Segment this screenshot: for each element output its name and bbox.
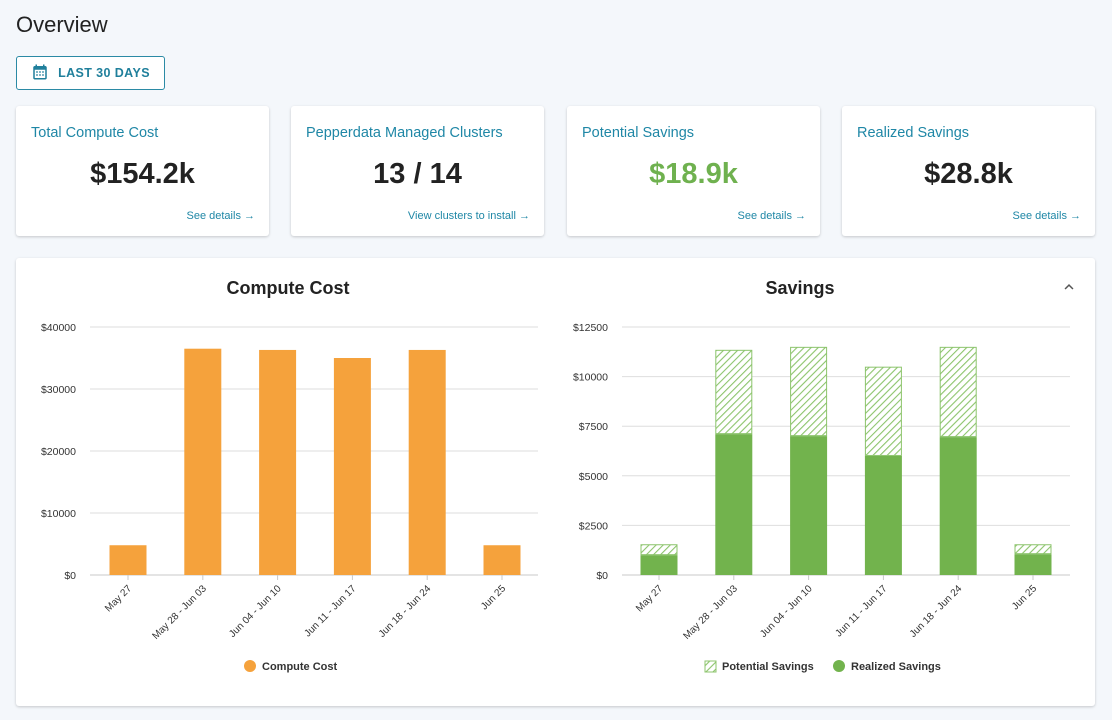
bar-compute-cost xyxy=(184,348,222,575)
x-tick-label: Jun 04 - Jun 10 xyxy=(227,583,284,640)
bar-potential-savings xyxy=(864,366,902,456)
x-tick-label: Jun 11 - Jun 17 xyxy=(303,583,359,639)
x-tick-label: May 27 xyxy=(634,583,665,614)
bar-compute-cost xyxy=(109,545,147,575)
y-tick-label: $20000 xyxy=(41,446,76,458)
card-realized-savings: Realized Savings $28.8k See details → xyxy=(842,106,1095,236)
card-potential-savings: Potential Savings $18.9k See details → xyxy=(567,106,820,236)
x-tick-label: Jun 25 xyxy=(479,583,508,612)
bar-potential-savings xyxy=(1014,544,1052,555)
bar-potential-savings xyxy=(939,346,977,438)
legend-marker-compute-cost xyxy=(244,660,256,672)
bar-compute-cost xyxy=(408,349,446,575)
bar-potential-savings xyxy=(715,349,753,435)
bar-compute-cost xyxy=(333,358,371,575)
y-tick-label: $40000 xyxy=(41,322,76,334)
legend-label: Realized Savings xyxy=(851,661,941,673)
chart-title: Compute Cost xyxy=(227,278,350,298)
y-tick-label: $0 xyxy=(596,570,608,582)
card-title: Total Compute Cost xyxy=(31,125,159,141)
card-title: Pepperdata Managed Clusters xyxy=(306,125,503,141)
x-tick-label: Jun 18 - Jun 24 xyxy=(908,583,965,640)
x-tick-label: May 27 xyxy=(103,583,134,614)
bar-realized-savings xyxy=(864,455,902,575)
see-details-link[interactable]: See details → xyxy=(737,210,806,222)
x-tick-label: May 28 - Jun 03 xyxy=(681,583,740,642)
bar-realized-savings xyxy=(640,555,678,575)
charts-panel: Compute Cost $0 $10000 $20000 $30000 $40000 Ma… xyxy=(16,258,1095,706)
card-value: $18.9k xyxy=(649,158,738,190)
legend-label: Compute Cost xyxy=(262,661,338,673)
legend-marker-potential-savings xyxy=(704,660,717,673)
view-clusters-link[interactable]: View clusters to install → xyxy=(407,210,530,222)
card-managed-clusters: Pepperdata Managed Clusters 13 / 14 View… xyxy=(291,106,544,236)
card-value: 13 / 14 xyxy=(373,158,462,190)
x-tick-label: Jun 04 - Jun 10 xyxy=(758,583,815,640)
y-tick-label: $12500 xyxy=(573,322,608,334)
legend-marker-realized-savings xyxy=(833,660,845,672)
chevron-up-icon[interactable] xyxy=(1060,278,1078,296)
bar-realized-savings xyxy=(790,436,828,575)
y-tick-label: $5000 xyxy=(579,471,608,483)
date-range-label: LAST 30 DAYS xyxy=(58,66,150,80)
chart-title: Savings xyxy=(765,278,834,298)
card-value: $154.2k xyxy=(90,158,195,190)
y-tick-label: $7500 xyxy=(579,421,608,433)
see-details-link[interactable]: See details → xyxy=(186,210,255,222)
bar-realized-savings xyxy=(939,437,977,575)
see-details-link[interactable]: See details → xyxy=(1012,210,1081,222)
x-tick-label: May 28 - Jun 03 xyxy=(150,583,209,642)
bar-realized-savings xyxy=(1014,554,1052,575)
y-tick-label: $30000 xyxy=(41,384,76,396)
card-title: Potential Savings xyxy=(582,125,695,141)
card-total-compute-cost: Total Compute Cost $154.2k See details → xyxy=(16,106,269,236)
legend-label: Potential Savings xyxy=(722,661,814,673)
x-tick-label: Jun 18 - Jun 24 xyxy=(377,583,434,640)
bar-compute-cost xyxy=(259,349,297,575)
bar-potential-savings xyxy=(790,346,828,437)
x-tick-label: Jun 11 - Jun 17 xyxy=(834,583,890,639)
bar-potential-savings xyxy=(640,544,678,556)
charts-svg: Compute Cost $0 $10000 $20000 $30000 $40000 Ma… xyxy=(41,278,1070,673)
page-title: Overview xyxy=(16,12,108,37)
y-tick-label: $2500 xyxy=(579,520,608,532)
y-tick-label: $10000 xyxy=(41,508,76,520)
card-title: Realized Savings xyxy=(857,125,970,141)
x-tick-label: Jun 25 xyxy=(1010,583,1039,612)
calendar-icon xyxy=(31,63,49,84)
y-tick-label: $0 xyxy=(64,570,76,582)
bar-realized-savings xyxy=(715,434,753,575)
card-value: $28.8k xyxy=(924,158,1013,190)
date-range-button[interactable]: LAST 30 DAYS xyxy=(16,56,165,90)
y-tick-label: $10000 xyxy=(573,372,608,384)
bar-compute-cost xyxy=(483,545,521,575)
